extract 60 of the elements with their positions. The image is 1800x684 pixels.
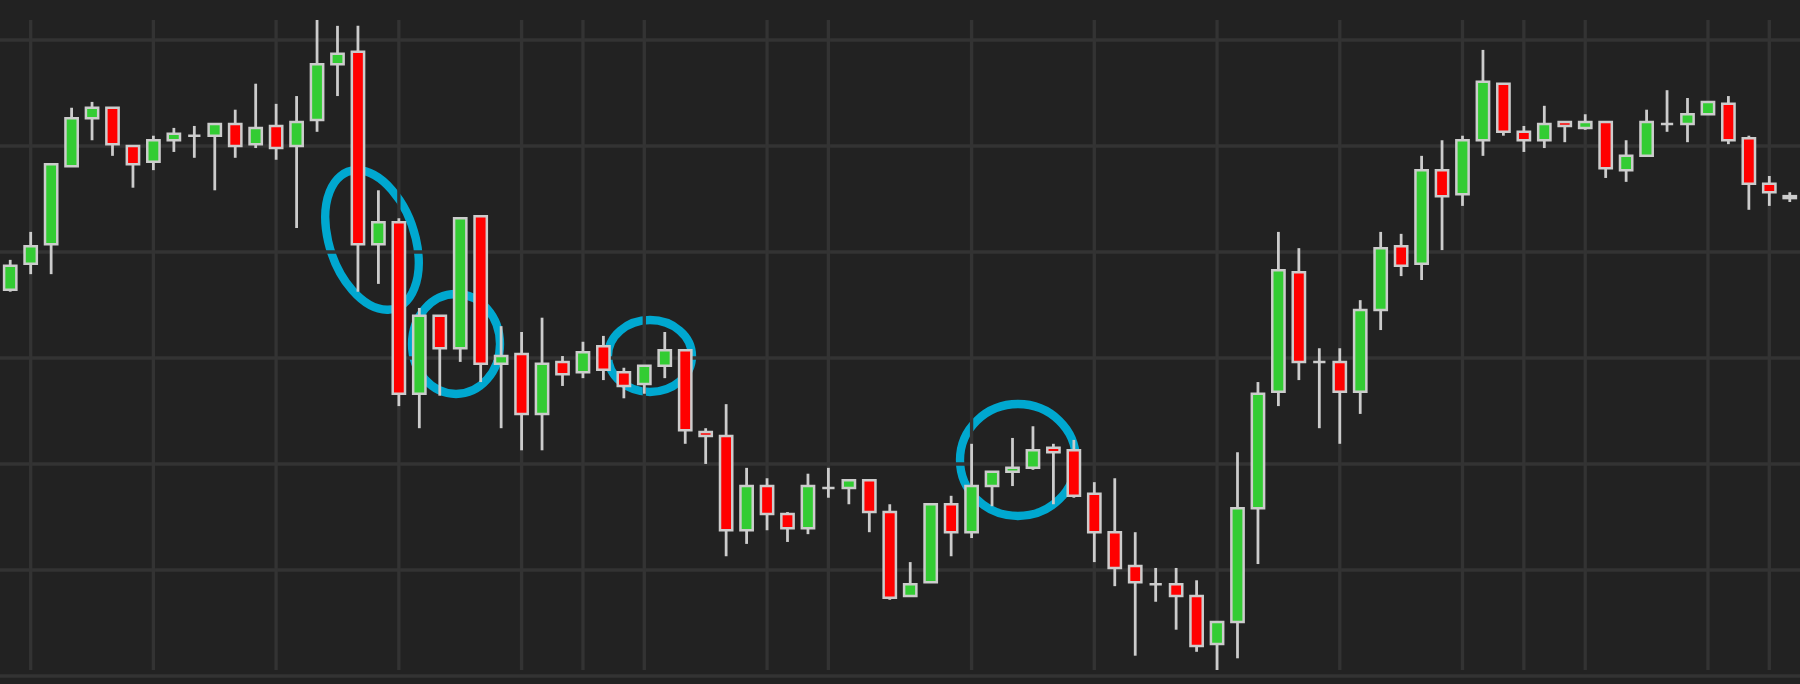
candlestick bbox=[555, 354, 570, 388]
candlestick bbox=[698, 426, 714, 466]
candlestick bbox=[984, 470, 1000, 508]
candlestick bbox=[1311, 346, 1327, 430]
candlestick bbox=[1516, 124, 1532, 154]
candlestick bbox=[1639, 108, 1654, 158]
candlestick bbox=[800, 472, 816, 536]
candlestick bbox=[207, 122, 223, 192]
candlestick bbox=[493, 324, 509, 430]
candlestick bbox=[759, 476, 775, 532]
candlestick bbox=[596, 334, 611, 382]
candlestick bbox=[1659, 88, 1675, 134]
candlestick bbox=[1086, 480, 1102, 564]
candlestick bbox=[1066, 438, 1082, 500]
candlestick bbox=[146, 134, 161, 172]
candlestick bbox=[657, 330, 673, 380]
candlestick bbox=[166, 126, 182, 154]
candlestick bbox=[1434, 138, 1450, 252]
candlestick bbox=[125, 144, 141, 190]
candlestick bbox=[371, 188, 386, 286]
candlestick bbox=[861, 478, 877, 534]
candlestick bbox=[943, 494, 959, 558]
candlestick bbox=[1598, 120, 1614, 180]
candlestick bbox=[739, 466, 754, 546]
candlestick bbox=[821, 466, 836, 500]
candlestick bbox=[1761, 174, 1777, 208]
candlestick bbox=[84, 100, 100, 142]
candlestick bbox=[432, 314, 448, 398]
candlestick bbox=[1536, 104, 1552, 150]
candlestick bbox=[1741, 134, 1757, 212]
candlestick bbox=[330, 24, 345, 98]
candlestick bbox=[1107, 476, 1123, 588]
candlestick bbox=[1332, 346, 1348, 446]
candlestick bbox=[268, 102, 284, 162]
candlestick bbox=[186, 124, 202, 160]
candlestick bbox=[1721, 94, 1736, 146]
candlestick bbox=[105, 106, 120, 158]
candlestick bbox=[23, 230, 39, 276]
candlestick bbox=[1209, 620, 1225, 670]
candlestick bbox=[1046, 442, 1061, 506]
candlestick bbox=[1557, 120, 1573, 144]
candlestick bbox=[902, 560, 918, 598]
candlestick bbox=[1168, 566, 1184, 632]
candlestick bbox=[1680, 96, 1695, 144]
candlestick bbox=[1025, 424, 1041, 472]
candlestick bbox=[227, 108, 243, 160]
candlestick bbox=[2, 258, 18, 294]
candlestick bbox=[1618, 138, 1634, 184]
candlestick bbox=[616, 366, 632, 400]
candlestick bbox=[636, 364, 652, 396]
candlestick bbox=[964, 442, 979, 540]
candlestick bbox=[1005, 436, 1020, 488]
candlestick bbox=[289, 94, 304, 230]
candlestick bbox=[1127, 530, 1143, 658]
candlestick bbox=[1393, 232, 1409, 278]
candlestick bbox=[780, 510, 795, 544]
candlestick bbox=[1148, 566, 1164, 604]
candlestick bbox=[248, 82, 264, 150]
candlestick bbox=[575, 340, 591, 380]
candlestick bbox=[841, 478, 857, 506]
